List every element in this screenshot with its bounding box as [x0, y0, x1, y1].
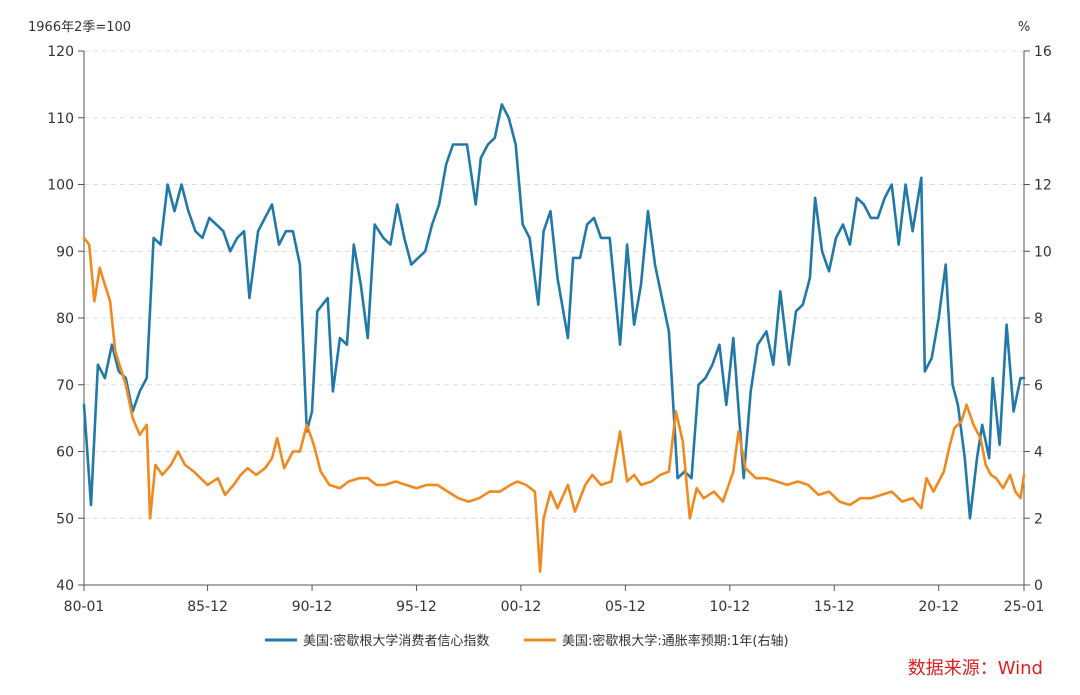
- left-tick-label: 90: [56, 244, 74, 260]
- series-line-consumer-confidence: [82, 103, 1026, 520]
- x-tick-label: 25-01: [1004, 599, 1045, 615]
- left-tick-label: 40: [56, 578, 74, 594]
- right-tick-label: 10: [1034, 244, 1052, 260]
- left-tick-label: 110: [47, 111, 74, 127]
- left-tick-label: 70: [56, 378, 74, 394]
- right-tick-label: 4: [1034, 445, 1043, 461]
- legend-item-inflation[interactable]: 美国:密歇根大学:通胀率预期:1年(右轴): [524, 633, 789, 649]
- legend-item-confidence[interactable]: 美国:密歇根大学消费者信心指数: [265, 633, 489, 649]
- legend-label-confidence: 美国:密歇根大学消费者信心指数: [303, 633, 489, 649]
- left-tick-label: 100: [47, 178, 74, 194]
- series-line-inflation-expectation: [82, 236, 1026, 573]
- data-source-label: 数据来源：Wind: [908, 658, 1043, 679]
- x-tick-label: 00-12: [501, 599, 542, 615]
- x-tick-label: 85-12: [187, 599, 228, 615]
- right-tick-label: 12: [1034, 178, 1052, 194]
- x-tick-label: 15-12: [814, 599, 855, 615]
- left-tick-label: 50: [56, 511, 74, 527]
- left-tick-label: 120: [47, 44, 74, 60]
- left-tick-label: 60: [56, 445, 74, 461]
- right-tick-label: 14: [1034, 111, 1052, 127]
- x-tick-label: 80-01: [64, 599, 105, 615]
- legend: 美国:密歇根大学消费者信心指数 美国:密歇根大学:通胀率预期:1年(右轴): [265, 633, 789, 649]
- x-tick-label: 10-12: [709, 599, 750, 615]
- x-tick-label: 20-12: [918, 599, 959, 615]
- left-axis-unit-label: 1966年2季=100: [28, 20, 131, 35]
- left-tick-label: 80: [56, 311, 74, 327]
- x-tick-label: 05-12: [605, 599, 646, 615]
- series-lines: [82, 103, 1026, 573]
- grid-lines: [84, 50, 1024, 519]
- x-tick-label: 90-12: [292, 599, 333, 615]
- right-tick-label: 6: [1034, 378, 1043, 394]
- right-tick-label: 16: [1034, 44, 1052, 60]
- x-tick-label: 95-12: [396, 599, 437, 615]
- right-tick-label: 2: [1034, 511, 1043, 527]
- tick-labels: 40 50 60 70 80 90 100 110 120 0 2 4 6 8 10 12 14 16 80-01 8…: [47, 44, 1052, 615]
- axes: [78, 50, 1030, 591]
- right-tick-label: 0: [1034, 578, 1043, 594]
- right-tick-label: 8: [1034, 311, 1043, 327]
- right-axis-unit-label: %: [1018, 20, 1030, 35]
- legend-label-inflation: 美国:密歇根大学:通胀率预期:1年(右轴): [562, 633, 789, 649]
